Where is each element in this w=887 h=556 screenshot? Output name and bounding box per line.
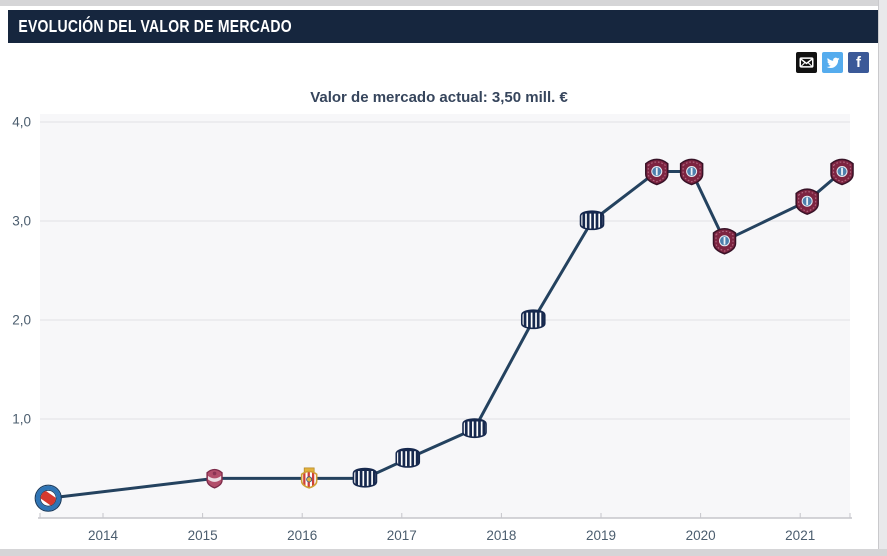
plot-area	[40, 114, 850, 518]
y-tick-label: 3,0	[12, 214, 31, 229]
y-tick-label: 2,0	[12, 313, 31, 328]
x-tick-label: 2017	[387, 528, 417, 543]
x-tick-label: 2018	[486, 528, 516, 543]
section-header: EVOLUCIÓN DEL VALOR DE MERCADO	[8, 10, 878, 43]
envelope-icon	[799, 57, 814, 68]
twitter-share-button[interactable]	[822, 52, 843, 73]
page-bottom-edge	[0, 549, 887, 556]
x-tick-label: 2020	[686, 528, 716, 543]
crest-marker-talleres-stripes[interactable]	[462, 417, 487, 441]
facebook-f-icon: f	[856, 54, 861, 71]
email-share-button[interactable]	[796, 52, 817, 73]
y-tick-label: 1,0	[12, 412, 31, 427]
share-buttons: f	[796, 52, 869, 73]
section-title: EVOLUCIÓN DEL VALOR DE MERCADO	[18, 16, 292, 36]
x-tick-label: 2014	[88, 528, 119, 543]
crest-marker-lanus-shield[interactable]	[712, 227, 737, 255]
crest-marker-crimson-shield[interactable]	[206, 468, 223, 489]
page-top-edge	[0, 0, 887, 6]
crest-marker-talleres-stripes[interactable]	[352, 466, 378, 490]
x-tick-label: 2021	[785, 528, 815, 543]
crest-marker-lanus-shield[interactable]	[679, 158, 704, 186]
crest-marker-lanus-shield[interactable]	[830, 158, 854, 186]
crest-marker-talleres-stripes[interactable]	[520, 308, 546, 332]
y-tick-label: 4,0	[12, 115, 31, 130]
crest-marker-lanus-shield[interactable]	[795, 188, 819, 215]
x-tick-label: 2016	[287, 528, 317, 543]
facebook-share-button[interactable]: f	[848, 52, 869, 73]
twitter-bird-icon	[826, 57, 840, 68]
x-tick-label: 2019	[586, 528, 616, 543]
page-right-edge	[878, 0, 887, 556]
crest-marker-lanus-shield[interactable]	[645, 158, 669, 186]
crest-marker-talleres-stripes[interactable]	[395, 447, 421, 471]
crest-marker-argentinos-circle[interactable]	[34, 484, 62, 512]
crest-marker-talleres-stripes[interactable]	[579, 209, 605, 233]
chart-title: Valor de mercado actual: 3,50 mill. €	[310, 89, 568, 106]
crest-marker-almeria-shield[interactable]	[300, 467, 319, 490]
x-tick-label: 2015	[188, 528, 218, 543]
